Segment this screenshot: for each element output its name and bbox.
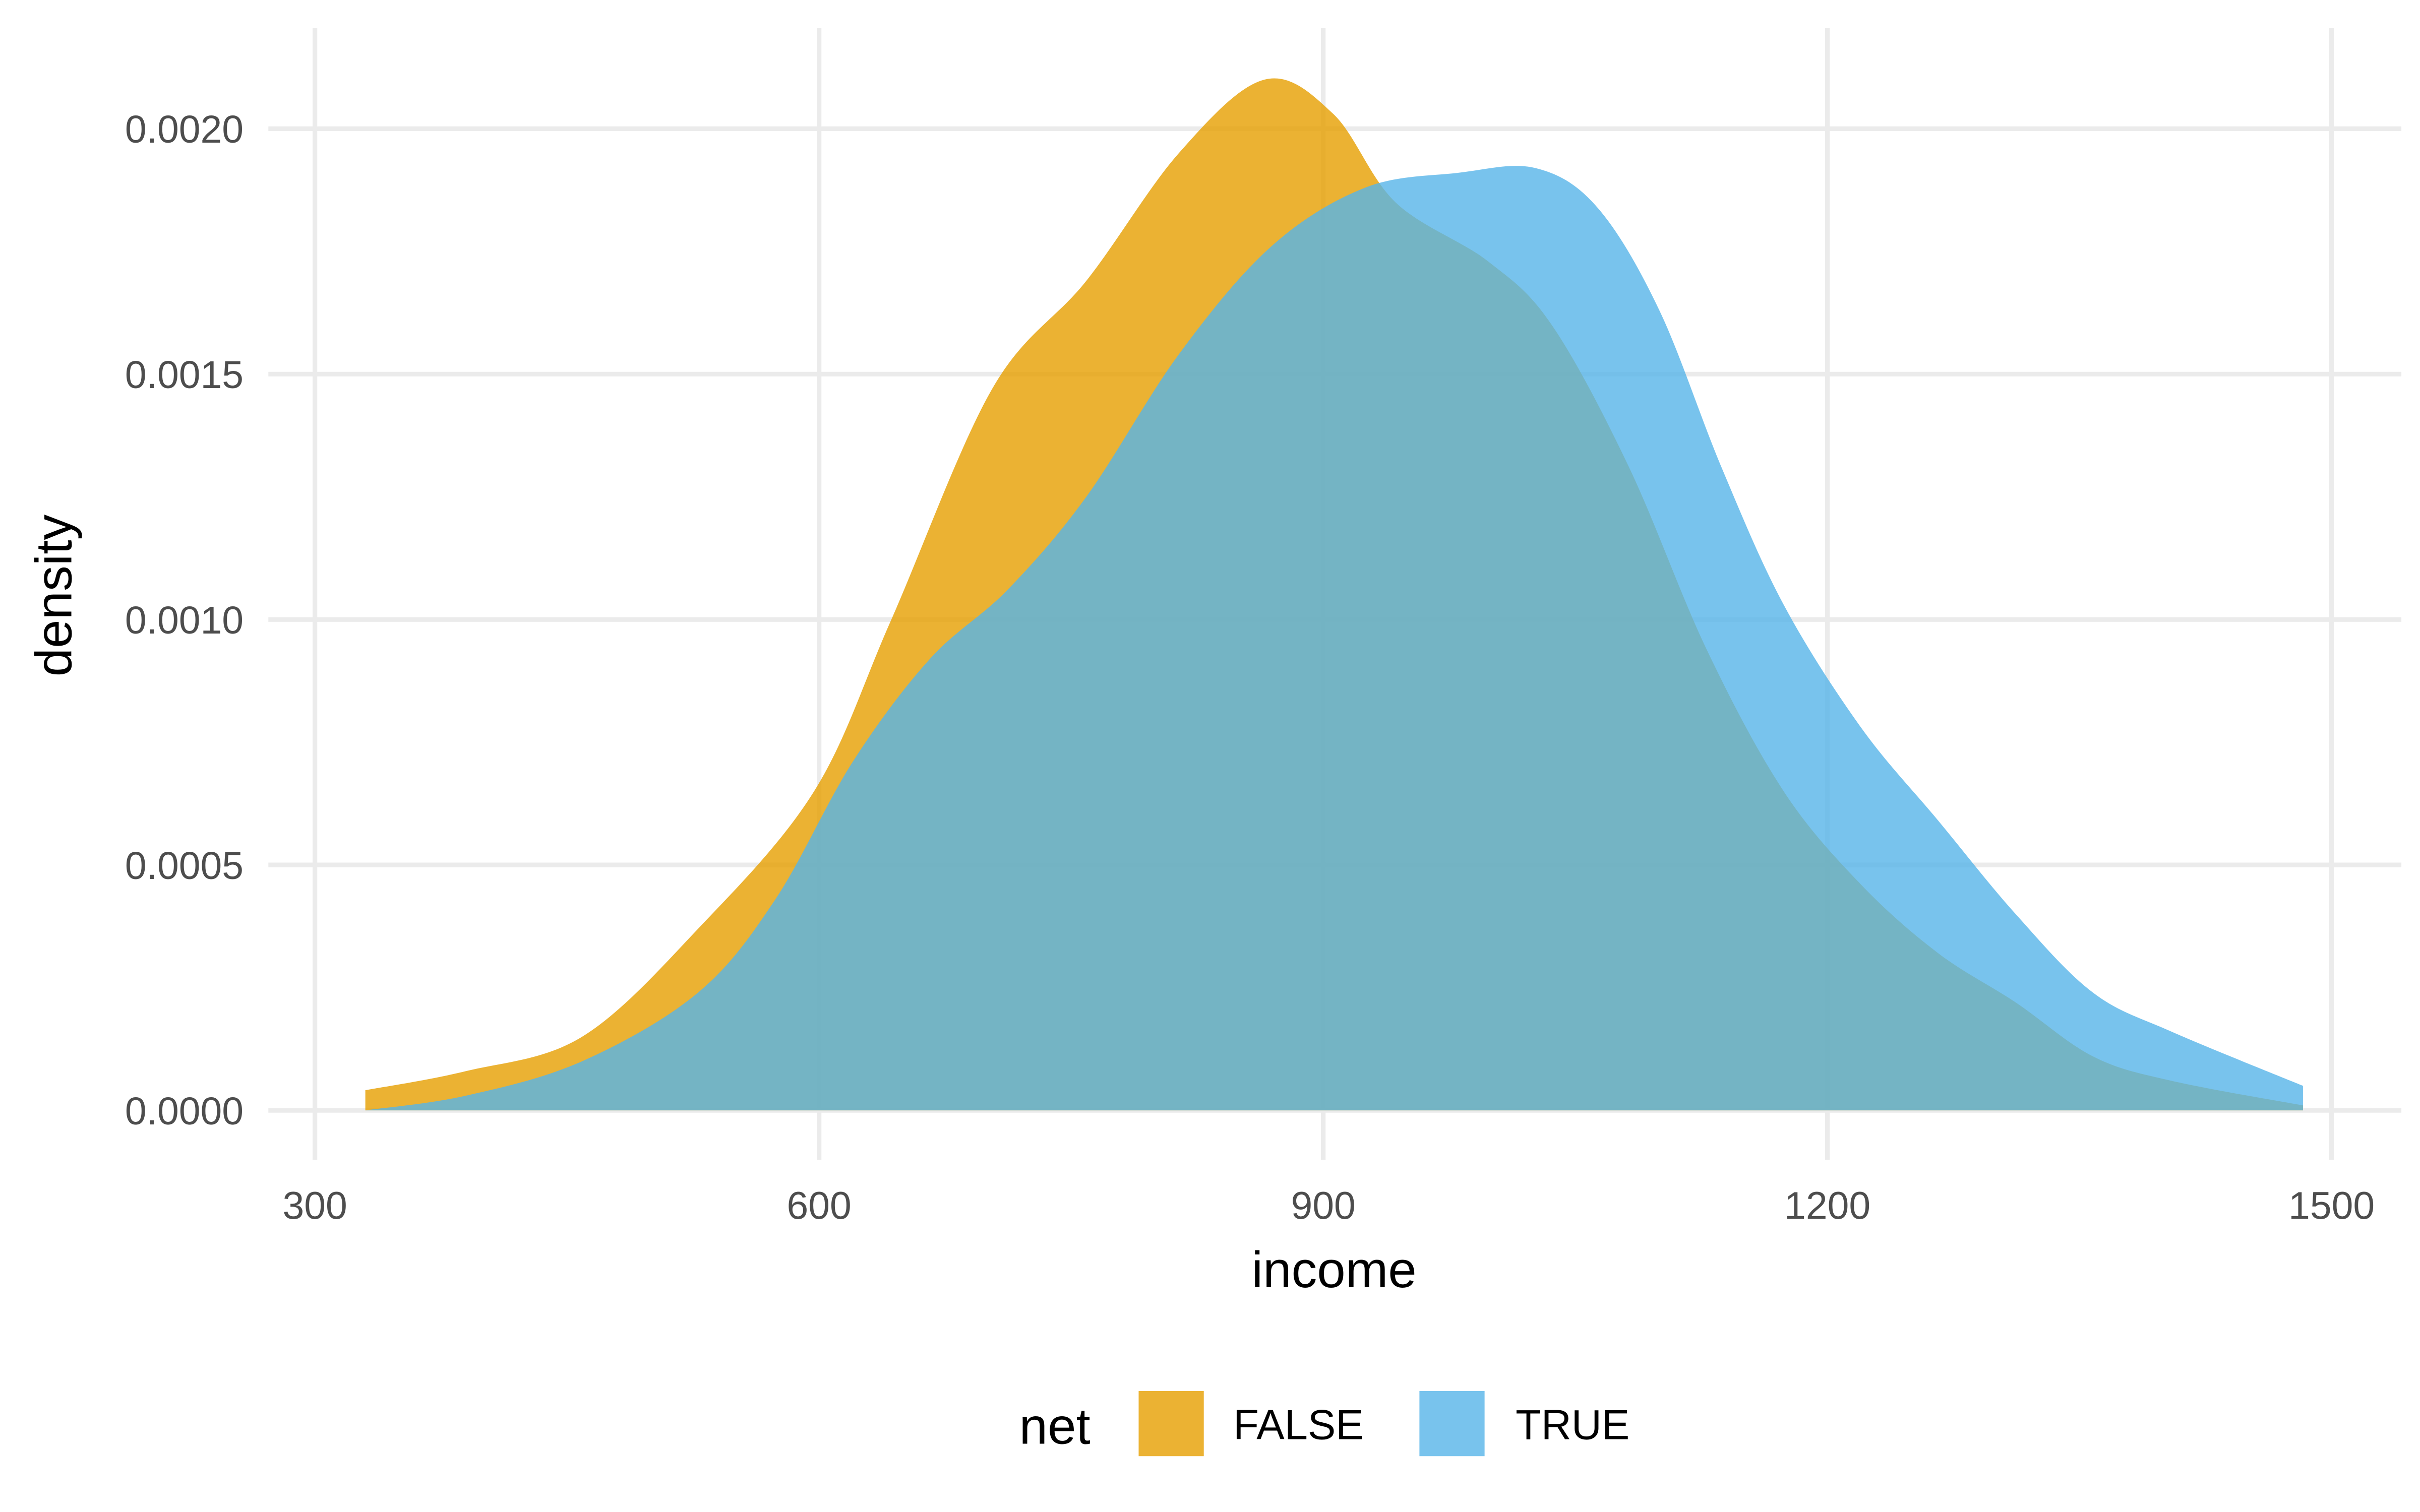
x-tick-label: 1200 <box>1784 1184 1870 1227</box>
y-tick-label: 0.0015 <box>125 353 244 397</box>
legend-swatch-true <box>1419 1391 1485 1457</box>
x-tick-label: 600 <box>786 1184 851 1227</box>
legend-label-true: TRUE <box>1516 1401 1629 1448</box>
x-tick-label: 1500 <box>2288 1184 2375 1227</box>
y-tick-label: 0.0010 <box>125 599 244 642</box>
legend: net FALSE TRUE <box>1019 1391 1629 1457</box>
y-tick-labels: 0.0000 0.0005 0.0010 0.0015 0.0020 <box>125 108 244 1133</box>
legend-title: net <box>1019 1398 1091 1455</box>
x-tick-label: 900 <box>1291 1184 1355 1227</box>
x-axis-title: income <box>1252 1241 1417 1298</box>
y-tick-label: 0.0000 <box>125 1090 244 1133</box>
y-tick-label: 0.0020 <box>125 108 244 151</box>
density-area-true <box>365 166 2303 1111</box>
y-axis-title: density <box>25 514 83 676</box>
legend-label-false: FALSE <box>1233 1401 1364 1448</box>
density-areas <box>365 78 2303 1111</box>
x-tick-label: 300 <box>282 1184 347 1227</box>
legend-swatch-false <box>1138 1391 1204 1457</box>
x-tick-labels: 300 600 900 1200 1500 <box>282 1184 2375 1227</box>
y-tick-label: 0.0005 <box>125 844 244 888</box>
